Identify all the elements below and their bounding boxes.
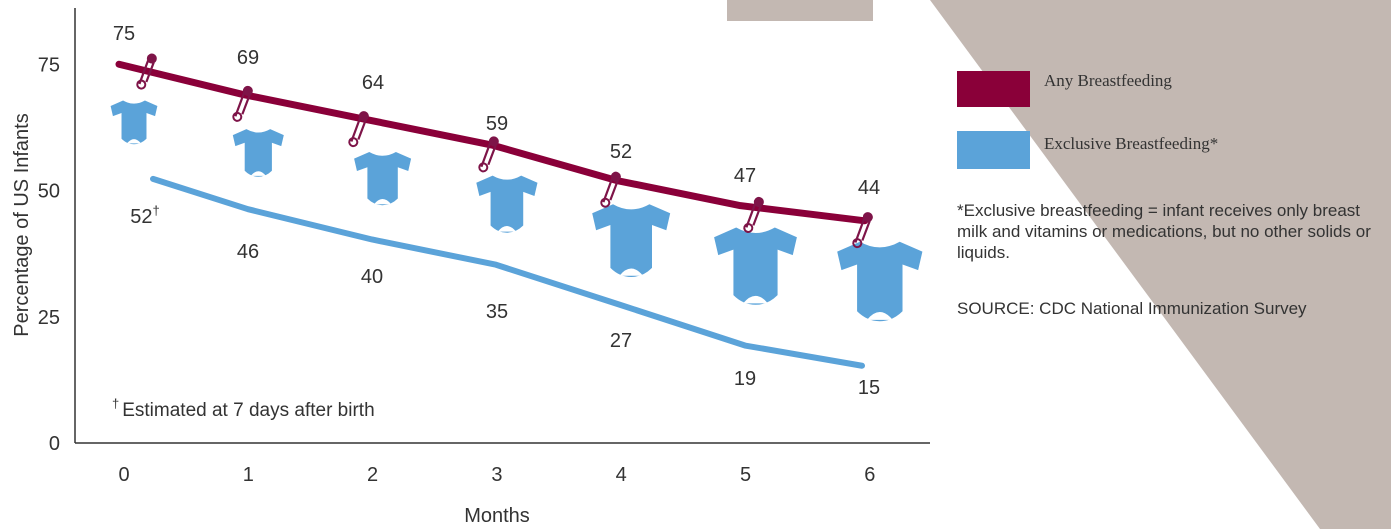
- x-tick-label: 1: [243, 464, 254, 486]
- any-data-label: 69: [237, 47, 259, 69]
- pin-loop: [743, 222, 754, 233]
- onesie-snap: [374, 199, 392, 205]
- x-tick-labels: 0 1 2 3 4 5 6: [118, 464, 875, 486]
- pin-head: [753, 196, 764, 207]
- pin-head: [610, 171, 621, 182]
- any-data-label: 52: [610, 141, 632, 163]
- x-tick-label: 0: [118, 464, 129, 486]
- y-tick-labels: 0 25 50 75: [38, 54, 60, 455]
- legend-swatch-exclusive: [957, 131, 1030, 169]
- data-labels: 75 69 64 59 52 47 44 52† 46 40 35 27 19 15: [113, 23, 880, 399]
- y-axis-title: Percentage of US Infants: [11, 113, 33, 336]
- y-tick-label: 75: [38, 54, 60, 76]
- pin-loop: [348, 137, 359, 148]
- x-tick-label: 3: [491, 464, 502, 486]
- exclusive-definition-note: *Exclusive breastfeeding = infant receiv…: [957, 201, 1371, 262]
- legend: Any Breastfeeding Exclusive Breastfeedin…: [957, 71, 1218, 169]
- onesie-illustrations: [110, 100, 923, 322]
- decorative-top-block: [727, 0, 873, 21]
- legend-label-exclusive: Exclusive Breastfeeding*: [1044, 134, 1218, 153]
- source-note: SOURCE: CDC National Immunization Survey: [957, 299, 1307, 318]
- pin-loop: [232, 111, 243, 122]
- y-tick-label: 25: [38, 307, 60, 329]
- onesie-icon: [714, 227, 797, 305]
- estimate-annotation: † Estimated at 7 days after birth: [112, 396, 375, 421]
- safety-pin-icon: [743, 196, 764, 233]
- onesie-icon: [354, 152, 412, 206]
- onesie-body: [592, 204, 671, 277]
- safety-pin-icon: [478, 136, 499, 173]
- pin-head: [146, 53, 157, 64]
- exclusive-data-label: 19: [734, 368, 756, 390]
- onesie-icon: [592, 204, 671, 277]
- onesie-body: [232, 129, 284, 177]
- onesie-body: [714, 227, 797, 305]
- decorative-diagonal-band: [930, 0, 1391, 529]
- safety-pin-markers: [136, 53, 873, 249]
- annotation-dagger: †: [112, 396, 119, 411]
- onesie-icon: [110, 100, 158, 145]
- x-tick-label: 2: [367, 464, 378, 486]
- any-data-label: 59: [486, 113, 508, 135]
- pin-loop: [478, 162, 489, 173]
- any-data-label: 75: [113, 23, 135, 45]
- onesie-body: [476, 175, 538, 233]
- exclusive-data-label: 52†: [130, 203, 159, 228]
- dagger-marker: †: [153, 203, 160, 218]
- pin-head: [488, 136, 499, 147]
- y-tick-label: 0: [49, 433, 60, 455]
- annotation-text: Estimated at 7 days after birth: [122, 400, 374, 421]
- pin-loop: [852, 238, 863, 249]
- pin-head: [862, 212, 873, 223]
- onesie-snap: [867, 312, 893, 320]
- exclusive-data-label: 35: [486, 301, 508, 323]
- exclusive-data-label: 46: [237, 241, 259, 263]
- exclusive-data-label: 40: [361, 266, 383, 288]
- onesie-snap: [619, 268, 643, 276]
- pin-head: [242, 85, 253, 96]
- exclusive-data-label: 15: [858, 377, 880, 399]
- onesie-body: [110, 100, 158, 145]
- onesie-icon: [232, 129, 284, 177]
- any-data-label: 64: [362, 72, 384, 94]
- any-data-label: 47: [734, 165, 756, 187]
- legend-label-any: Any Breastfeeding: [1044, 71, 1172, 90]
- any-data-label: 44: [858, 177, 880, 199]
- onesie-body: [837, 241, 923, 322]
- legend-swatch-any: [957, 71, 1030, 107]
- exclusive-breastfeeding-line: [150, 175, 865, 369]
- onesie-snap: [250, 171, 266, 176]
- onesie-icon: [476, 175, 538, 233]
- onesie-body: [354, 152, 412, 206]
- safety-pin-icon: [852, 212, 873, 249]
- exclusive-data-label: 27: [610, 330, 632, 352]
- onesie-snap: [743, 295, 768, 304]
- safety-pin-icon: [348, 111, 369, 148]
- onesie-snap: [126, 139, 142, 144]
- x-tick-label: 6: [864, 464, 875, 486]
- safety-pin-icon: [600, 171, 621, 208]
- safety-pin-icon: [232, 85, 253, 122]
- onesie-snap: [497, 226, 517, 232]
- onesie-icon: [837, 241, 923, 322]
- pin-loop: [600, 197, 611, 208]
- pin-head: [358, 111, 369, 122]
- safety-pin-icon: [136, 53, 157, 90]
- y-tick-label: 50: [38, 181, 60, 203]
- x-tick-label: 5: [740, 464, 751, 486]
- x-tick-label: 4: [616, 464, 627, 486]
- x-axis-title: Months: [464, 505, 530, 527]
- pin-loop: [136, 79, 147, 90]
